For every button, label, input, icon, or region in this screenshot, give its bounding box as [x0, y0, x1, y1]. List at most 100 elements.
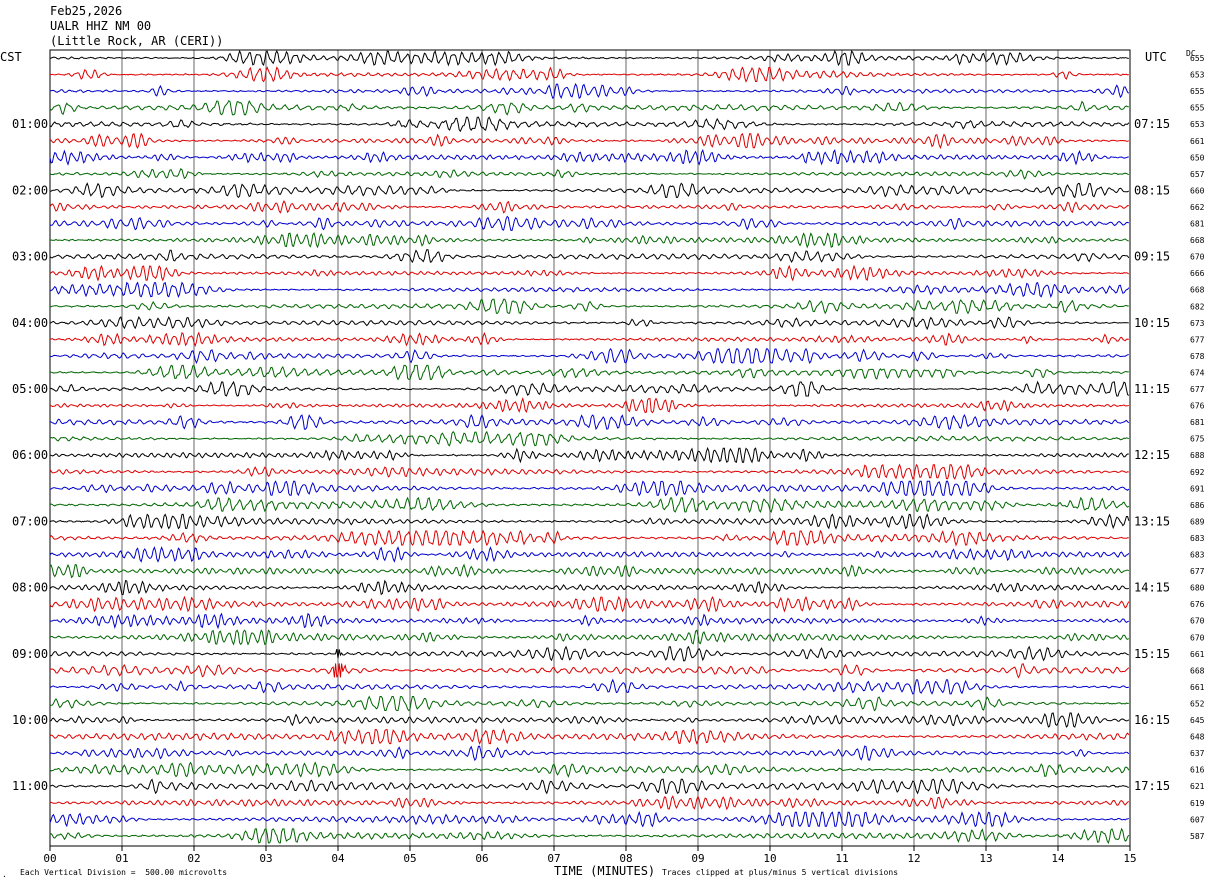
x-tick-label: 08 [619, 852, 632, 865]
utc-hour-label: 08:15 [1134, 183, 1170, 197]
dc-offset-label: 670 [1190, 253, 1205, 262]
trace-line [49, 761, 1130, 778]
dc-offset-label: 655 [1190, 104, 1205, 113]
trace-line [49, 331, 1129, 348]
dc-offset-label: 607 [1190, 815, 1205, 824]
dc-offset-label: 689 [1190, 517, 1205, 526]
trace-line [49, 579, 1129, 596]
dc-offset-label: 652 [1190, 699, 1205, 708]
dc-offset-label: 675 [1190, 435, 1205, 444]
trace-line [49, 264, 1130, 282]
utc-hour-label: 11:15 [1134, 382, 1170, 396]
trace-line [49, 529, 1129, 547]
dc-offset-label: 668 [1190, 286, 1205, 295]
dc-offset-label: 645 [1190, 716, 1205, 725]
trace-line [49, 200, 1129, 214]
x-tick-label: 05 [403, 852, 416, 865]
trace-line [49, 231, 1129, 249]
cst-hour-label: 10:00 [12, 713, 48, 727]
trace-line [49, 182, 1130, 199]
dc-offset-label: 681 [1190, 418, 1205, 427]
plot-frame [49, 49, 1131, 847]
x-tick-label: 13 [979, 852, 992, 865]
dc-offset-label: 662 [1190, 203, 1205, 212]
clip-note: Traces clipped at plus/minus 5 vertical … [662, 868, 899, 877]
trace-line [50, 66, 1129, 83]
dc-offset-label: 661 [1190, 137, 1205, 146]
dc-offset-label: 674 [1190, 368, 1205, 377]
dc-offset-label: 668 [1190, 236, 1205, 245]
cst-hour-label: 07:00 [12, 514, 48, 528]
dc-offset-label: 661 [1190, 683, 1205, 692]
x-tick-label: 03 [259, 852, 272, 865]
cst-hour-label: 09:00 [12, 647, 48, 661]
utc-hour-label: 13:15 [1134, 514, 1170, 528]
utc-hour-label: 14:15 [1134, 581, 1170, 595]
trace-line [49, 430, 1129, 447]
dc-offset-label: 653 [1190, 71, 1205, 80]
x-tick-label: 00 [43, 852, 56, 865]
trace-line [49, 563, 1130, 579]
dc-offset-label: 683 [1190, 551, 1205, 560]
dc-offset-label: 621 [1190, 782, 1205, 791]
trace-line [50, 397, 1129, 414]
trace-line [49, 480, 1130, 497]
x-tick-label: 01 [115, 852, 128, 865]
x-tick-label: 06 [475, 852, 488, 865]
cst-hour-label: 02:00 [12, 183, 48, 197]
dc-offset-label: 681 [1190, 220, 1205, 229]
trace-group [49, 49, 1130, 845]
dc-offset-label: 657 [1190, 170, 1205, 179]
dc-offset-label: 678 [1190, 352, 1205, 361]
scale-note: Each Vertical Division = 500.00 microvol… [20, 868, 228, 877]
trace-line [49, 99, 1129, 116]
trace-line [49, 612, 1130, 630]
utc-hour-label: 16:15 [1134, 713, 1170, 727]
dc-offset-label: 619 [1190, 799, 1205, 808]
dc-offset-label: 677 [1190, 335, 1205, 344]
dc-offset-label: 676 [1190, 600, 1205, 609]
dc-offset-label: 653 [1190, 120, 1205, 129]
trace-line [49, 712, 1130, 728]
trace-line [49, 281, 1130, 299]
trace-line [49, 49, 1129, 67]
trace-line [49, 215, 1129, 232]
chart-grid [49, 49, 1131, 851]
utc-hour-label: 09:15 [1134, 250, 1170, 264]
cst-hour-label: 08:00 [12, 581, 48, 595]
date-label: Feb25,2026 [50, 4, 123, 18]
trace-line [49, 645, 1129, 662]
dc-offset-label: 655 [1190, 54, 1205, 63]
trace-line [49, 446, 1129, 464]
trace-line [49, 810, 1130, 828]
cst-hour-label: 05:00 [12, 382, 48, 396]
dc-offset-label: 691 [1190, 484, 1205, 493]
utc-hour-label: 15:15 [1134, 647, 1170, 661]
cst-hour-label: 04:00 [12, 316, 48, 330]
trace-line [49, 168, 1130, 180]
label-group: 00 01 02 03 04 05 06 07 08 09 10 11 12 13 14 15 655 653 65… [12, 54, 1205, 865]
location-label: (Little Rock, AR (CERI)) [50, 34, 224, 48]
cst-hour-label: 01:00 [12, 117, 48, 131]
dc-offset-label: 666 [1190, 269, 1205, 278]
trace-line [49, 347, 1129, 365]
trace-line [49, 678, 1129, 695]
x-tick-label: 11 [835, 852, 848, 865]
dc-offset-label: 677 [1190, 567, 1205, 576]
trace-line [49, 132, 1130, 150]
trace-line [49, 316, 1129, 331]
dc-offset-label: 637 [1190, 749, 1205, 758]
dc-offset-label: 650 [1190, 153, 1205, 162]
trace-line [49, 663, 1130, 679]
trace-line [49, 728, 1130, 745]
dc-offset-label: 673 [1190, 319, 1205, 328]
x-tick-label: 12 [907, 852, 920, 865]
trace-line [49, 629, 1130, 646]
dc-header-label: DC [1186, 49, 1196, 58]
dc-offset-label: 676 [1190, 402, 1205, 411]
dc-offset-label: 648 [1190, 733, 1205, 742]
trace-line [49, 513, 1130, 530]
left-timezone-label: CST [0, 50, 22, 64]
trace-line [50, 298, 1129, 315]
